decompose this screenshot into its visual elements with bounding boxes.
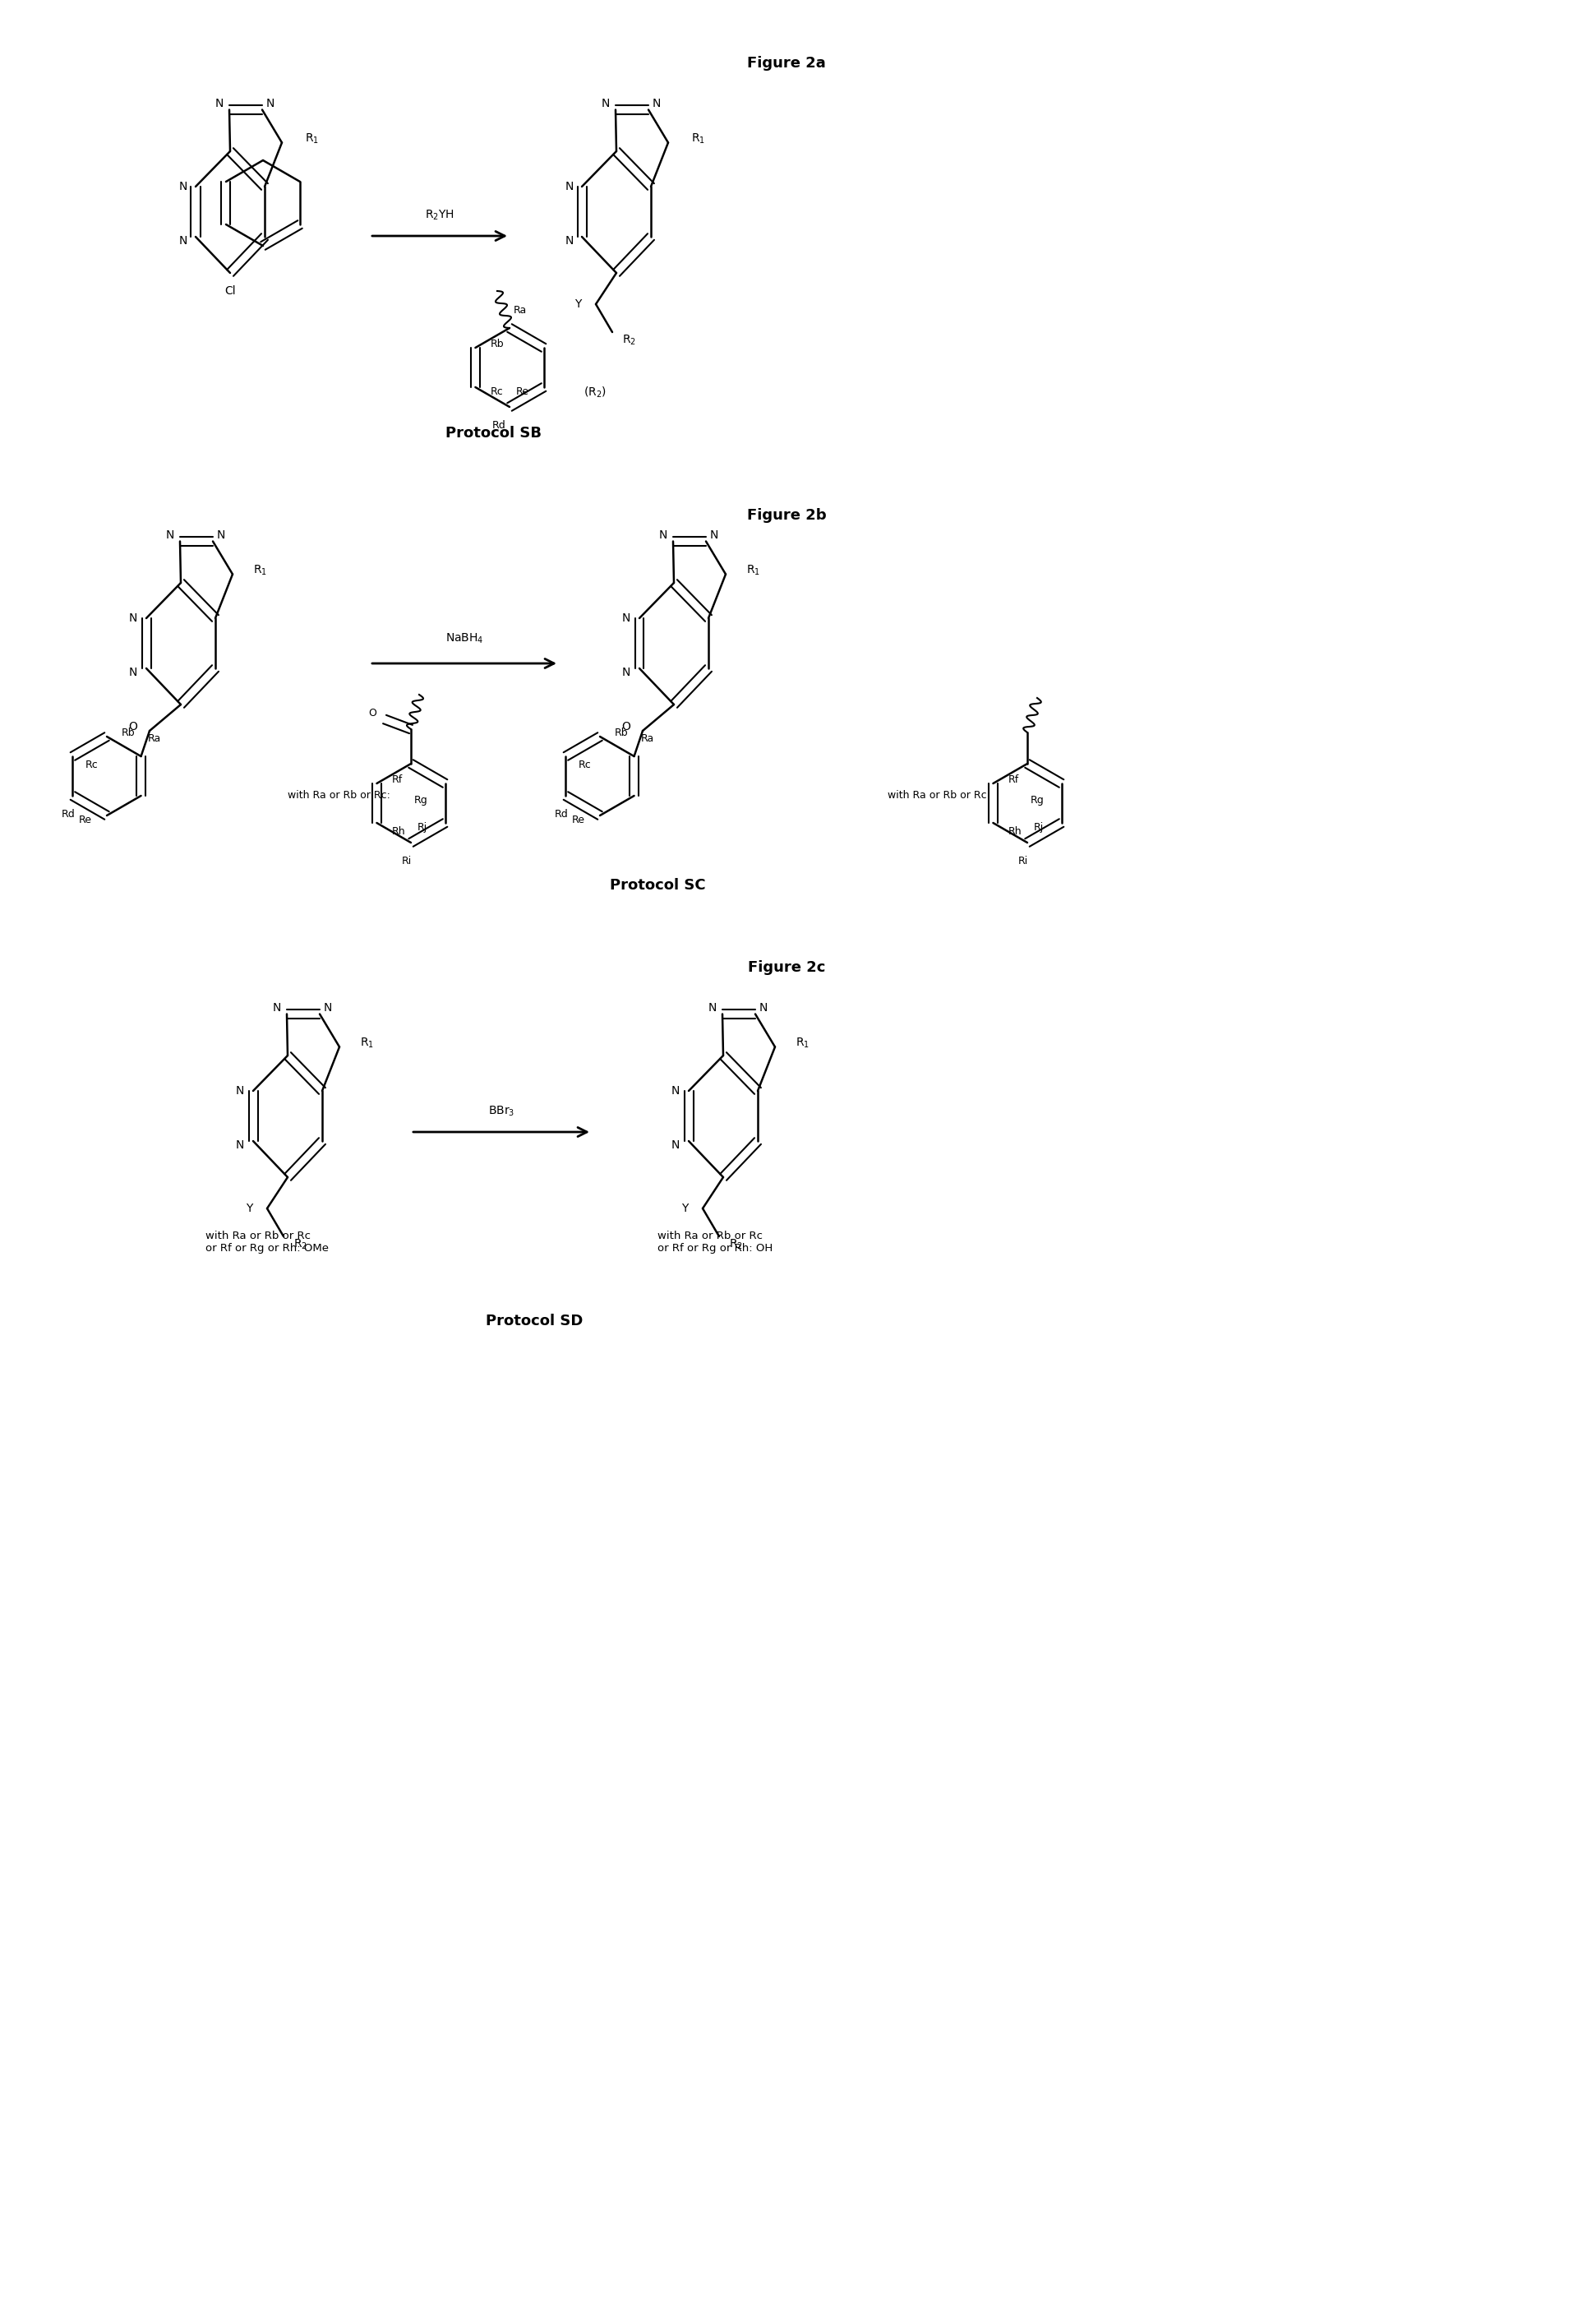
Text: Rg: Rg [414,795,428,804]
Text: N: N [266,98,275,109]
Text: N: N [672,1085,680,1097]
Text: Rd: Rd [555,809,568,818]
Text: Ri: Ri [1018,855,1027,867]
Text: Rd: Rd [491,421,505,430]
Text: with Ra or Rb or Rc
or Rf or Rg or Rh: OMe: with Ra or Rb or Rc or Rf or Rg or Rh: O… [206,1232,329,1253]
Text: N: N [653,98,661,109]
Text: Ra: Ra [148,732,160,744]
Text: Figure 2a: Figure 2a [747,56,826,70]
Text: N: N [621,667,631,679]
Text: N: N [179,181,187,193]
Text: (R$_2$): (R$_2$) [584,386,606,400]
Text: N: N [672,1139,680,1150]
Text: R$_2$: R$_2$ [728,1239,742,1250]
Text: R$_1$: R$_1$ [253,562,267,576]
Text: N: N [236,1139,244,1150]
Text: Re: Re [571,813,585,825]
Text: Rd: Rd [61,809,76,818]
Text: R$_1$: R$_1$ [360,1037,374,1050]
Text: R$_2$: R$_2$ [293,1239,307,1250]
Text: Ra: Ra [513,304,527,316]
Text: R$_1$: R$_1$ [305,132,319,146]
Text: O: O [129,720,137,732]
Text: with Ra or Rb or Rc:: with Ra or Rb or Rc: [887,790,989,799]
Text: Rb: Rb [615,727,628,737]
Text: Rb: Rb [489,339,503,349]
Text: Rj: Rj [1033,823,1043,832]
Text: O: O [368,706,376,718]
Text: N: N [272,1002,282,1013]
Text: Rh: Rh [392,825,404,837]
Text: Ra: Ra [640,732,654,744]
Text: Ri: Ri [401,855,412,867]
Text: R$_2$YH: R$_2$YH [425,209,455,223]
Text: N: N [708,1002,716,1013]
Text: Y: Y [245,1204,252,1213]
Text: Rc: Rc [85,760,98,769]
Text: N: N [565,181,574,193]
Text: N: N [659,530,667,541]
Text: N: N [129,667,137,679]
Text: Re: Re [516,386,529,397]
Text: NaBH$_4$: NaBH$_4$ [445,632,483,646]
Text: Figure 2c: Figure 2c [747,960,824,976]
Text: BBr$_3$: BBr$_3$ [488,1104,514,1118]
Text: N: N [758,1002,768,1013]
Text: Rh: Rh [1007,825,1021,837]
Text: R$_2$: R$_2$ [621,335,635,346]
Text: N: N [165,530,175,541]
Text: Rf: Rf [1007,774,1018,786]
Text: N: N [179,235,187,246]
Text: Protocol SC: Protocol SC [609,878,705,892]
Text: Rf: Rf [392,774,403,786]
Text: Re: Re [79,813,91,825]
Text: Rg: Rg [1030,795,1043,804]
Text: N: N [565,235,574,246]
Text: Y: Y [681,1204,687,1213]
Text: Y: Y [574,297,580,309]
Text: with Ra or Rb or Rc:: with Ra or Rb or Rc: [288,790,390,799]
Text: N: N [324,1002,332,1013]
Text: N: N [236,1085,244,1097]
Text: R$_1$: R$_1$ [746,562,760,576]
Text: Figure 2b: Figure 2b [747,509,826,523]
Text: N: N [601,98,610,109]
Text: O: O [621,720,631,732]
Text: N: N [621,614,631,623]
Text: Protocol SD: Protocol SD [486,1313,582,1329]
Text: Protocol SB: Protocol SB [445,425,541,442]
Text: Rc: Rc [489,386,503,397]
Text: R$_1$: R$_1$ [794,1037,809,1050]
Text: Cl: Cl [225,286,236,297]
Text: N: N [216,98,223,109]
Text: with Ra or Rb or Rc
or Rf or Rg or Rh: OH: with Ra or Rb or Rc or Rf or Rg or Rh: O… [658,1232,772,1253]
Text: Rb: Rb [121,727,135,737]
Text: Rj: Rj [417,823,426,832]
Text: N: N [709,530,717,541]
Text: Rc: Rc [577,760,591,769]
Text: N: N [129,614,137,623]
Text: R$_1$: R$_1$ [691,132,705,146]
Text: N: N [217,530,225,541]
